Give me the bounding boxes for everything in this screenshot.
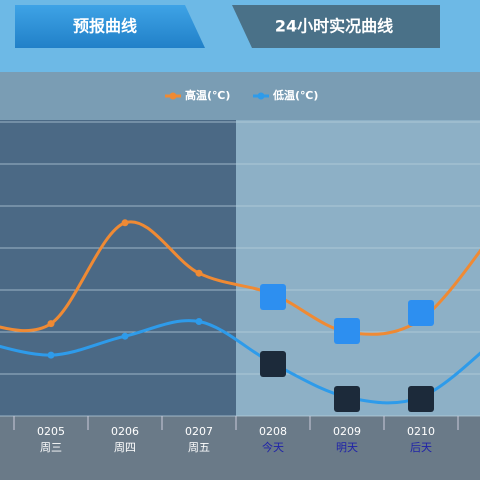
tab-label: 预报曲线	[73, 17, 137, 36]
legend-dot	[169, 92, 177, 100]
weather-icon	[334, 318, 360, 344]
point	[47, 351, 55, 359]
point	[121, 332, 129, 340]
weekday-label: 周五	[188, 441, 210, 454]
date-label: 0208	[259, 425, 287, 438]
legend-label: 低温(℃)	[272, 88, 318, 102]
weather-icon	[334, 386, 360, 412]
weather-icon	[260, 351, 286, 377]
point	[121, 219, 129, 227]
weather-icon	[260, 284, 286, 310]
weekday-label: 周四	[114, 441, 136, 454]
weekday-label: 今天	[262, 440, 284, 454]
date-label: 0209	[333, 425, 361, 438]
tab-active[interactable]	[15, 5, 205, 48]
legend-label: 高温(℃)	[185, 88, 230, 102]
date-label: 0207	[185, 425, 213, 438]
date-label: 0210	[407, 425, 435, 438]
tab-label: 24小时实况曲线	[275, 17, 393, 36]
past-bg	[0, 120, 236, 416]
tab[interactable]	[232, 5, 440, 48]
weather-icon	[408, 300, 434, 326]
weekday-label: 后天	[410, 441, 432, 454]
point	[47, 320, 55, 328]
weekday-label: 明天	[336, 441, 358, 454]
weekday-label: 周三	[40, 441, 62, 454]
date-label: 0205	[37, 425, 65, 438]
weather-icons	[260, 284, 434, 412]
date-label: 0206	[111, 425, 139, 438]
weather-icon	[408, 386, 434, 412]
legend-bar	[0, 72, 480, 120]
label-bg	[0, 416, 480, 480]
point	[195, 269, 203, 277]
point	[195, 318, 203, 325]
legend-dot	[257, 92, 265, 100]
